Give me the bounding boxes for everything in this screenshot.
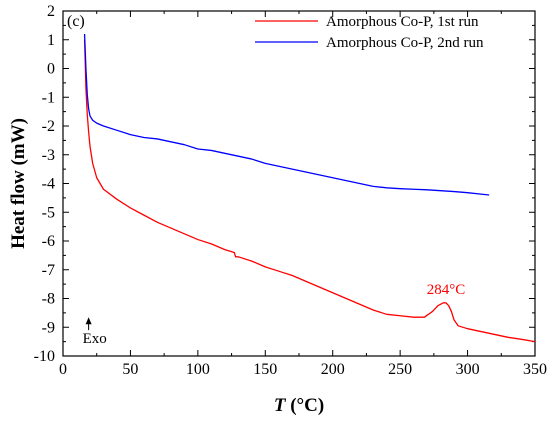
y-tick-label: 0	[47, 61, 55, 78]
y-tick-label: -8	[42, 291, 55, 308]
legend-label-2: Amorphous Co-P, 2nd run	[326, 35, 484, 51]
y-tick-label: -10	[34, 348, 55, 365]
y-tick-label: 2	[47, 3, 55, 20]
series-group	[83, 33, 536, 343]
x-tick-label: 0	[59, 361, 67, 378]
x-axis-title: T (°C)	[274, 395, 324, 416]
x-tick-label: 200	[321, 361, 345, 378]
legend-label-1: Amorphous Co-P, 1st run	[326, 14, 479, 30]
plot-frame	[62, 10, 536, 357]
x-tick-label: 250	[388, 361, 412, 378]
series-line-2	[83, 33, 490, 196]
peak-label: 284°C	[427, 282, 466, 298]
axes: 0 50 100 150 200 250 300 350-10-9-8-7-6-5-4-3-2…	[8, 3, 547, 416]
series-line-1	[83, 39, 536, 343]
y-tick-label: -9	[42, 319, 55, 336]
exo-label: Exo	[83, 331, 107, 347]
exo-arrow-head	[85, 317, 92, 325]
annotations: 284°C Exo	[83, 282, 466, 347]
y-tick-label: -7	[42, 262, 55, 279]
x-tick-label: 100	[186, 361, 210, 378]
y-tick-label: 1	[47, 32, 55, 49]
legend: Amorphous Co-P, 1st run Amorphous Co-P, 2…	[255, 14, 484, 51]
x-tick-label: 150	[253, 361, 277, 378]
y-axis-title: Heat flow (mW)	[8, 118, 29, 249]
y-tick-label: -5	[42, 204, 55, 221]
panel-label: (c)	[67, 13, 85, 30]
x-tick-label: 300	[456, 361, 480, 378]
y-tick-label: -2	[42, 118, 55, 135]
y-tick-label: -6	[42, 233, 55, 250]
x-tick-label: 350	[523, 361, 547, 378]
y-tick-label: -3	[42, 147, 55, 164]
y-tick-label: -4	[42, 176, 55, 193]
y-tick-label: -1	[42, 89, 55, 106]
x-axis-unit: (°C)	[285, 395, 324, 416]
x-tick-label: 50	[122, 361, 138, 378]
x-axis-symbol: T	[274, 395, 287, 416]
